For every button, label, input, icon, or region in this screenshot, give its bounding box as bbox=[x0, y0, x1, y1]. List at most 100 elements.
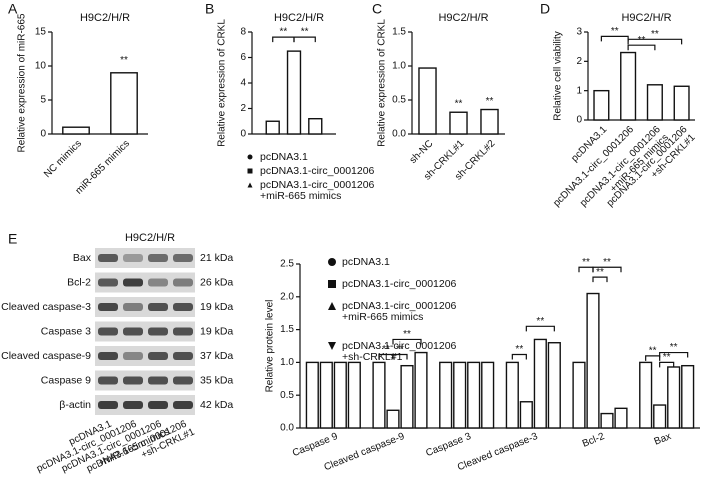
y-tick-label: 1.5 bbox=[280, 324, 294, 335]
legend-marker bbox=[247, 182, 253, 188]
blot-strip bbox=[95, 297, 195, 317]
bar bbox=[572, 361, 586, 429]
blot-band bbox=[98, 401, 118, 409]
x-tick-label: sh-NC bbox=[408, 138, 436, 166]
blot-strip bbox=[95, 395, 195, 415]
y-tick-label: 1.0 bbox=[280, 357, 294, 368]
bar bbox=[386, 409, 400, 429]
blot-strip bbox=[95, 272, 195, 293]
y-tick-label: 1.5 bbox=[392, 27, 406, 38]
y-tick-label: 0.5 bbox=[392, 95, 406, 106]
bar bbox=[547, 342, 561, 429]
blot-size-label: 26 kDa bbox=[200, 276, 233, 288]
bar bbox=[449, 111, 468, 135]
y-axis-label: Relative protein level bbox=[265, 300, 276, 393]
significance: ** bbox=[279, 27, 287, 38]
blot-size-label: 42 kDa bbox=[200, 399, 233, 411]
panel-letter: D bbox=[540, 1, 550, 17]
bar bbox=[110, 72, 138, 135]
legend-marker bbox=[328, 258, 336, 266]
significance: ** bbox=[486, 96, 494, 107]
significance-bracket bbox=[645, 355, 661, 361]
bar bbox=[453, 361, 467, 429]
significance-bracket bbox=[392, 338, 422, 345]
blot-band bbox=[148, 327, 168, 336]
significance: ** bbox=[403, 329, 411, 340]
y-tick-label: 8 bbox=[240, 27, 246, 38]
blot-band bbox=[148, 352, 168, 360]
x-tick-label: Caspase 9 bbox=[291, 431, 340, 459]
blot-band bbox=[173, 254, 193, 262]
significance-bracket bbox=[627, 38, 683, 45]
legend-label: pcDNA3.1-circ_0001206 bbox=[342, 340, 457, 352]
significance-bracket bbox=[511, 353, 527, 360]
x-tick-label: NC mimics bbox=[42, 138, 84, 180]
bar bbox=[265, 120, 280, 135]
significance: ** bbox=[649, 345, 657, 356]
blot-band bbox=[98, 352, 118, 360]
blot-band bbox=[173, 401, 193, 409]
blot-band bbox=[123, 352, 143, 360]
x-tick-label: Bax bbox=[653, 431, 673, 448]
significance-bracket bbox=[578, 266, 594, 273]
bar bbox=[414, 351, 428, 429]
y-tick-label: 0 bbox=[576, 115, 582, 126]
bar bbox=[467, 361, 481, 429]
bar bbox=[593, 89, 610, 121]
bar bbox=[319, 361, 333, 429]
bar bbox=[286, 50, 302, 135]
bar bbox=[667, 366, 681, 429]
blot-row-label: Cleaved caspase-9 bbox=[1, 350, 91, 362]
bar bbox=[653, 404, 667, 429]
blot-band bbox=[98, 303, 118, 311]
panel-letter: B bbox=[205, 1, 214, 17]
y-axis-label: Relative cell viability bbox=[553, 31, 564, 120]
bar bbox=[681, 364, 695, 429]
legend-label: pcDNA3.1-circ_0001206 bbox=[342, 300, 457, 312]
blot-band bbox=[148, 278, 168, 287]
significance: ** bbox=[582, 257, 590, 268]
chart-title: H9C2/H/R bbox=[438, 12, 488, 24]
chart-title: H9C2/H/R bbox=[621, 12, 671, 24]
blot-band bbox=[148, 401, 168, 409]
legend-marker bbox=[328, 280, 336, 288]
significance: ** bbox=[301, 27, 309, 38]
blot-band bbox=[123, 278, 143, 287]
legend-label: +sh-CRKL#1 bbox=[342, 351, 403, 363]
significance-bracket bbox=[293, 36, 316, 43]
legend-label: pcDNA3.1-circ_0001206 bbox=[342, 278, 457, 290]
blot-strip bbox=[95, 248, 195, 268]
y-tick-label: 0.0 bbox=[280, 423, 294, 434]
blot-band bbox=[98, 278, 118, 287]
legend-label: +miR-665 mimics bbox=[260, 190, 341, 202]
blot-band bbox=[123, 327, 143, 336]
significance-bracket bbox=[525, 325, 555, 332]
significance: ** bbox=[455, 99, 463, 110]
bar bbox=[372, 361, 386, 429]
y-tick-label: 1 bbox=[576, 85, 582, 96]
bar bbox=[600, 412, 614, 429]
significance: ** bbox=[120, 55, 128, 66]
bar bbox=[673, 85, 690, 121]
blot-row-label: Bcl-2 bbox=[67, 276, 91, 288]
bar bbox=[480, 108, 499, 135]
blot-strip bbox=[95, 370, 195, 391]
y-tick-label: 3 bbox=[576, 27, 582, 38]
bar bbox=[614, 407, 628, 429]
blot-band bbox=[173, 376, 193, 385]
bar bbox=[519, 401, 533, 429]
significance: ** bbox=[663, 352, 671, 363]
significance: ** bbox=[638, 35, 646, 46]
bar bbox=[439, 361, 453, 429]
significance: ** bbox=[515, 344, 523, 355]
blot-band bbox=[173, 327, 193, 336]
x-tick-label: Caspase 3 bbox=[424, 431, 473, 459]
blot-row-label: Cleaved caspase-3 bbox=[1, 301, 91, 313]
legend-marker bbox=[247, 154, 253, 160]
blot-band bbox=[98, 327, 118, 336]
blot-band bbox=[148, 303, 168, 311]
significance-bracket bbox=[592, 276, 608, 283]
y-tick-label: 4 bbox=[240, 78, 246, 89]
significance: ** bbox=[396, 344, 404, 355]
